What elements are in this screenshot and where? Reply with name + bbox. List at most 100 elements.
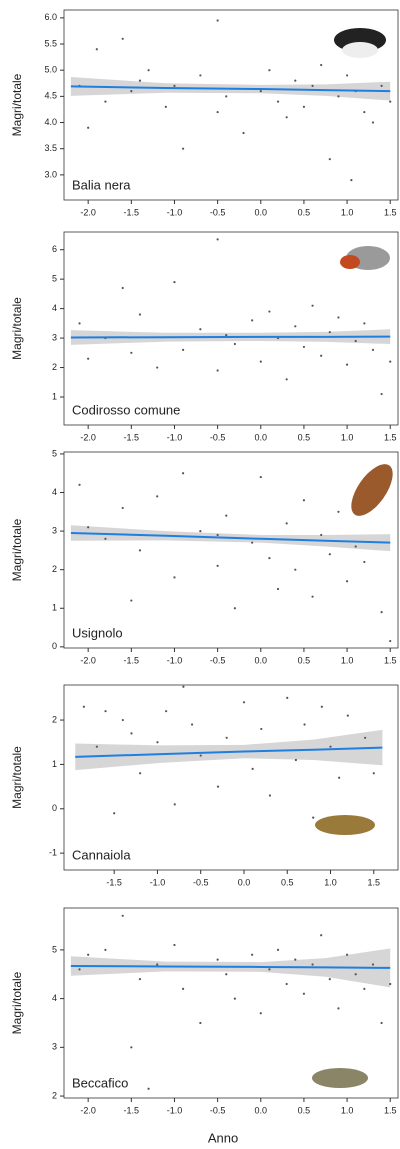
x-tick-label: 0.5 <box>298 655 311 665</box>
x-tick-label: -1.5 <box>124 655 140 665</box>
data-point <box>337 95 340 98</box>
data-point <box>147 1087 150 1090</box>
label-background <box>69 624 126 642</box>
data-point <box>199 754 202 757</box>
data-point <box>354 545 357 548</box>
data-point <box>276 100 280 103</box>
y-tick-label: 4 <box>52 487 57 497</box>
data-point <box>87 526 90 529</box>
panel: 2 3 4 5 -2.0 -1.5 -1.0 -0.5 0.0 0.5 1.0 1.5 Magri/to… <box>10 907 399 1145</box>
x-tick-label: 0.5 <box>298 1105 311 1115</box>
bird <box>312 1068 368 1088</box>
data-point <box>173 576 176 579</box>
data-point <box>138 79 142 82</box>
data-point <box>113 812 116 815</box>
data-point <box>371 963 375 966</box>
y-tick-label: 3.5 <box>44 143 57 153</box>
data-point <box>259 360 262 363</box>
data-point <box>268 968 271 971</box>
regression-line <box>70 532 391 544</box>
y-tick-label: 2 <box>52 714 57 724</box>
data-point <box>268 794 272 797</box>
data-point <box>259 475 262 479</box>
data-point <box>156 495 159 498</box>
data-point <box>371 121 375 124</box>
data-point <box>372 772 375 775</box>
data-point <box>328 331 331 334</box>
x-tick-label: 1.5 <box>368 877 381 887</box>
x-tick-label: 0.5 <box>281 877 294 887</box>
data-point <box>199 1021 202 1025</box>
data-point <box>276 587 280 591</box>
label-background <box>69 1074 132 1092</box>
x-tick-label: 0.5 <box>298 207 311 217</box>
x-tick-label: -1.5 <box>124 432 140 442</box>
data-point <box>389 100 392 103</box>
y-tick-label: 4.0 <box>44 117 57 127</box>
data-point <box>320 533 323 537</box>
data-point <box>389 982 392 986</box>
data-point <box>130 351 133 354</box>
y-tick-label: 2 <box>52 362 57 372</box>
data-point <box>329 745 332 748</box>
data-point <box>104 100 107 103</box>
data-point <box>216 238 219 241</box>
y-tick-label: 2 <box>52 1090 57 1100</box>
data-point <box>121 718 124 722</box>
confidence-band <box>70 948 391 988</box>
data-point <box>216 533 219 537</box>
data-point <box>303 723 306 726</box>
data-point <box>199 529 202 533</box>
data-point <box>78 483 81 486</box>
data-point <box>345 74 349 77</box>
plot-frame <box>63 451 399 649</box>
data-point <box>216 564 219 567</box>
y-axis-label: Magri/totale <box>10 73 24 136</box>
y-tick-label: 2 <box>52 564 57 574</box>
data-point <box>225 736 228 739</box>
regression-line <box>75 746 383 758</box>
data-point <box>311 304 314 307</box>
x-axis-label: Anno <box>208 1130 238 1145</box>
data-point <box>216 958 219 961</box>
confidence-band <box>75 729 383 771</box>
data-point <box>173 803 176 806</box>
data-point <box>302 345 306 349</box>
data-point <box>182 685 185 688</box>
data-point <box>78 968 81 971</box>
data-point <box>104 948 107 951</box>
data-point <box>364 736 367 739</box>
data-point <box>216 369 219 372</box>
y-tick-label: 6 <box>52 244 57 254</box>
x-tick-label: -0.5 <box>210 432 226 442</box>
plot-frame <box>63 231 399 426</box>
x-tick-label: -0.5 <box>193 877 209 887</box>
data-point <box>139 772 142 775</box>
data-point <box>294 79 297 82</box>
y-tick-label: 5 <box>52 274 57 284</box>
data-point <box>82 705 86 708</box>
data-point <box>138 313 142 316</box>
x-tick-label: 1.5 <box>384 655 397 665</box>
data-point <box>380 84 383 87</box>
x-tick-label: 0.0 <box>255 207 268 217</box>
data-point <box>268 557 271 560</box>
x-tick-label: -0.5 <box>210 207 226 217</box>
data-point <box>138 549 142 552</box>
data-point <box>311 595 314 598</box>
data-point <box>302 992 306 995</box>
y-axis-label: Magri/totale <box>10 518 24 581</box>
data-point <box>199 74 202 77</box>
data-point <box>345 363 349 366</box>
data-point <box>95 745 98 748</box>
x-tick-label: 0.0 <box>238 877 251 887</box>
data-point <box>294 568 297 571</box>
x-tick-label: 1.5 <box>384 1105 397 1115</box>
x-tick-label: -1.0 <box>167 207 183 217</box>
data-point <box>251 953 254 956</box>
plot-frame <box>63 9 399 201</box>
data-point <box>338 776 341 779</box>
data-point <box>78 322 81 325</box>
label-background <box>69 846 135 864</box>
x-tick-label: 1.0 <box>324 877 337 887</box>
